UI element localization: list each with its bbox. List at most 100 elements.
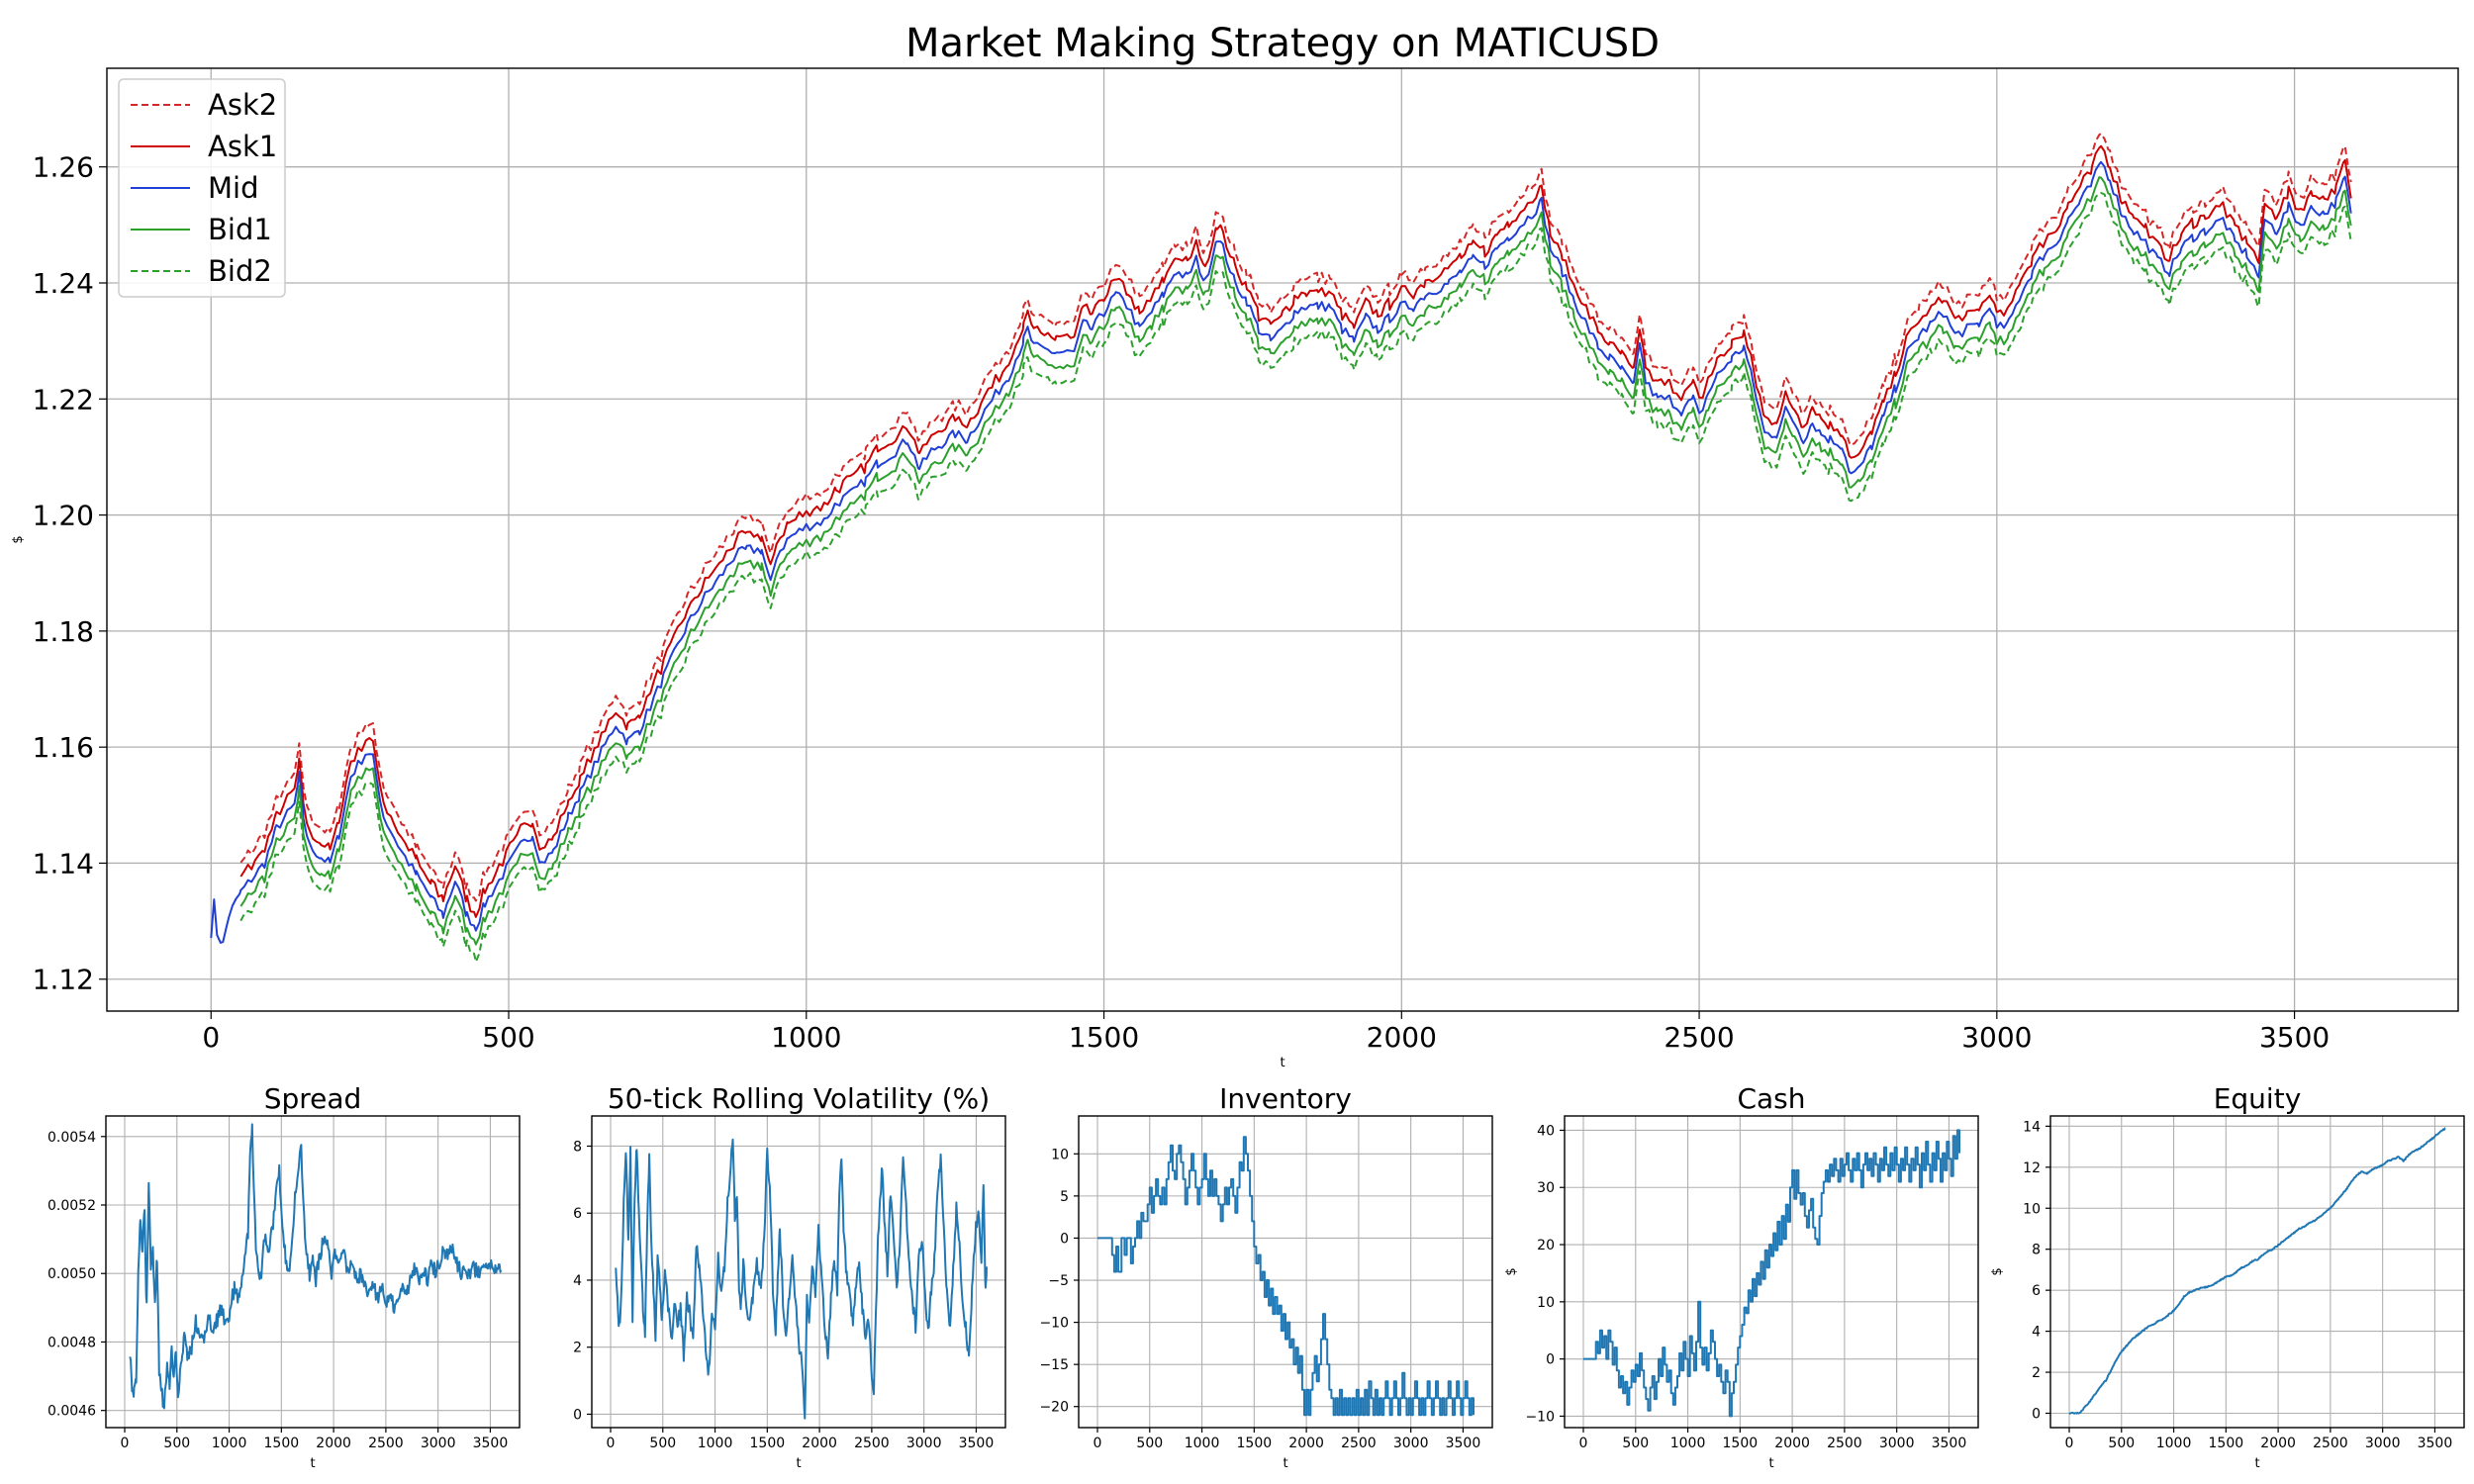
- legend-label-bid1: Bid1: [208, 213, 272, 246]
- series-line-ask2: [239, 133, 2352, 902]
- chart-0: 0 500 1000 1500 2000 2500 3000 3500 1.12 1.14 1.16…: [11, 21, 2459, 1070]
- x-tick-label: 2000: [1367, 1021, 1437, 1054]
- x-tick-label: 1000: [1670, 1436, 1706, 1451]
- x-tick-label: 3000: [1879, 1436, 1915, 1451]
- chart-title: Inventory: [1219, 1082, 1352, 1115]
- x-tick-label: 3000: [1393, 1436, 1429, 1451]
- x-tick-label: 500: [2108, 1436, 2135, 1451]
- y-tick-label: 1.16: [33, 731, 94, 764]
- x-tick-label: 2500: [368, 1436, 404, 1451]
- x-axis-label: t: [2254, 1456, 2259, 1471]
- axes-frame: [591, 1115, 1006, 1429]
- y-tick-label: 1.18: [33, 615, 94, 648]
- legend-label-mid: Mid: [208, 171, 259, 205]
- x-tick-label: 1000: [212, 1436, 247, 1451]
- series-line: [1583, 1129, 1960, 1418]
- x-tick-label: 2500: [1827, 1436, 1862, 1451]
- y-tick-label: 2: [573, 1341, 582, 1356]
- y-tick-label: 0: [1546, 1352, 1555, 1368]
- series-line: [2068, 1127, 2446, 1415]
- x-tick-label: 2500: [1664, 1021, 1734, 1054]
- y-tick-label: −10: [1039, 1316, 1069, 1332]
- x-axis-label: t: [796, 1456, 801, 1471]
- y-tick-label: 0: [573, 1407, 582, 1423]
- x-tick-label: 1000: [771, 1021, 841, 1054]
- chart-title: 50-tick Rolling Volatility (%): [608, 1082, 990, 1115]
- x-tick-label: 2500: [1341, 1436, 1377, 1451]
- y-tick-label: 1.14: [33, 847, 94, 880]
- y-tick-label: 0.0048: [48, 1335, 96, 1350]
- series-line: [1097, 1136, 1475, 1417]
- y-tick-label: 5: [1060, 1189, 1069, 1205]
- y-tick-label: 20: [1537, 1238, 1555, 1253]
- charts-layer: 0 500 1000 1500 2000 2500 3000 35001.121.141.16…: [11, 21, 2465, 1471]
- legend: Ask2 Ask1 Mid Bid1 Bid2: [118, 78, 286, 298]
- x-axis-label: t: [1280, 1056, 1285, 1070]
- x-tick-label: 1000: [2156, 1436, 2192, 1451]
- series-line-bid2: [239, 192, 2352, 964]
- x-tick-label: 3500: [2418, 1436, 2453, 1451]
- y-tick-label: −20: [1039, 1400, 1069, 1416]
- axes-frame: [106, 67, 2459, 1012]
- y-axis-label: $: [1504, 1267, 1519, 1275]
- x-tick-label: 3000: [906, 1436, 942, 1451]
- x-tick-label: 3500: [1446, 1436, 1481, 1451]
- x-tick-label: 2000: [802, 1436, 837, 1451]
- plot-area: [2068, 1127, 2446, 1415]
- x-tick-label: 1500: [2209, 1436, 2244, 1451]
- y-tick-label: 8: [573, 1139, 582, 1155]
- plot-area: [1097, 1136, 1475, 1417]
- x-tick-label: 3000: [2365, 1436, 2401, 1451]
- x-tick-label: 3500: [1932, 1436, 1967, 1451]
- y-tick-label: 4: [2032, 1325, 2041, 1341]
- series-line: [615, 1138, 988, 1420]
- y-tick-label: 0: [2032, 1406, 2041, 1422]
- x-tick-label: 0: [1094, 1436, 1102, 1451]
- plot-area: [129, 1123, 502, 1410]
- y-tick-label: 0.0046: [48, 1404, 96, 1420]
- x-tick-label: 3000: [421, 1436, 456, 1451]
- chart-2: 0 500 1000 1500 2000 2500 3000 3500 0 2 4 6 8 50-tick…: [573, 1082, 1006, 1471]
- y-tick-label: 6: [2032, 1283, 2041, 1299]
- y-tick-label: 0.0050: [48, 1266, 96, 1282]
- y-tick-label: 1.24: [33, 267, 94, 300]
- x-tick-label: 3500: [473, 1436, 509, 1451]
- plot-area: [210, 133, 2352, 964]
- x-tick-label: 0: [202, 1021, 220, 1054]
- x-tick-label: 1500: [1237, 1436, 1273, 1451]
- x-axis-label: t: [310, 1456, 315, 1471]
- x-tick-label: 2000: [2260, 1436, 2296, 1451]
- y-tick-label: 0.0052: [48, 1198, 96, 1214]
- y-tick-label: −5: [1048, 1273, 1069, 1289]
- x-tick-label: 1000: [698, 1436, 733, 1451]
- x-tick-label: 500: [163, 1436, 190, 1451]
- x-tick-label: 2500: [854, 1436, 890, 1451]
- x-tick-label: 2000: [1774, 1436, 1810, 1451]
- y-tick-label: 10: [2023, 1201, 2041, 1217]
- chart-4: 0 500 1000 1500 2000 2500 3000 3500 −10 0 10 20 30 40…: [1504, 1082, 1979, 1471]
- y-tick-label: 0: [1060, 1231, 1069, 1247]
- y-tick-label: 10: [1537, 1295, 1555, 1311]
- x-tick-label: 1500: [264, 1436, 300, 1451]
- series-line: [129, 1123, 502, 1410]
- y-tick-label: 1.26: [33, 151, 94, 184]
- y-tick-label: 6: [573, 1206, 582, 1222]
- y-tick-label: 40: [1537, 1123, 1555, 1139]
- chart-title: Market Making Strategy on MATICUSD: [905, 21, 1660, 66]
- x-tick-label: 0: [607, 1436, 616, 1451]
- plot-area: [615, 1138, 988, 1420]
- y-tick-label: 1.12: [33, 964, 94, 996]
- x-tick-label: 500: [1136, 1436, 1163, 1451]
- y-tick-label: 8: [2032, 1243, 2041, 1258]
- series-line-bid1: [239, 176, 2352, 946]
- y-tick-label: −15: [1039, 1357, 1069, 1373]
- axes-frame: [105, 1115, 521, 1429]
- y-tick-label: 14: [2023, 1119, 2041, 1135]
- y-tick-label: −10: [1525, 1409, 1555, 1425]
- y-axis-label: $: [1990, 1267, 2005, 1275]
- x-tick-label: 1000: [1185, 1436, 1220, 1451]
- x-axis-label: t: [1283, 1456, 1287, 1471]
- chart-1: 0 500 1000 1500 2000 2500 3000 3500 0.0046 0.0048…: [48, 1082, 521, 1471]
